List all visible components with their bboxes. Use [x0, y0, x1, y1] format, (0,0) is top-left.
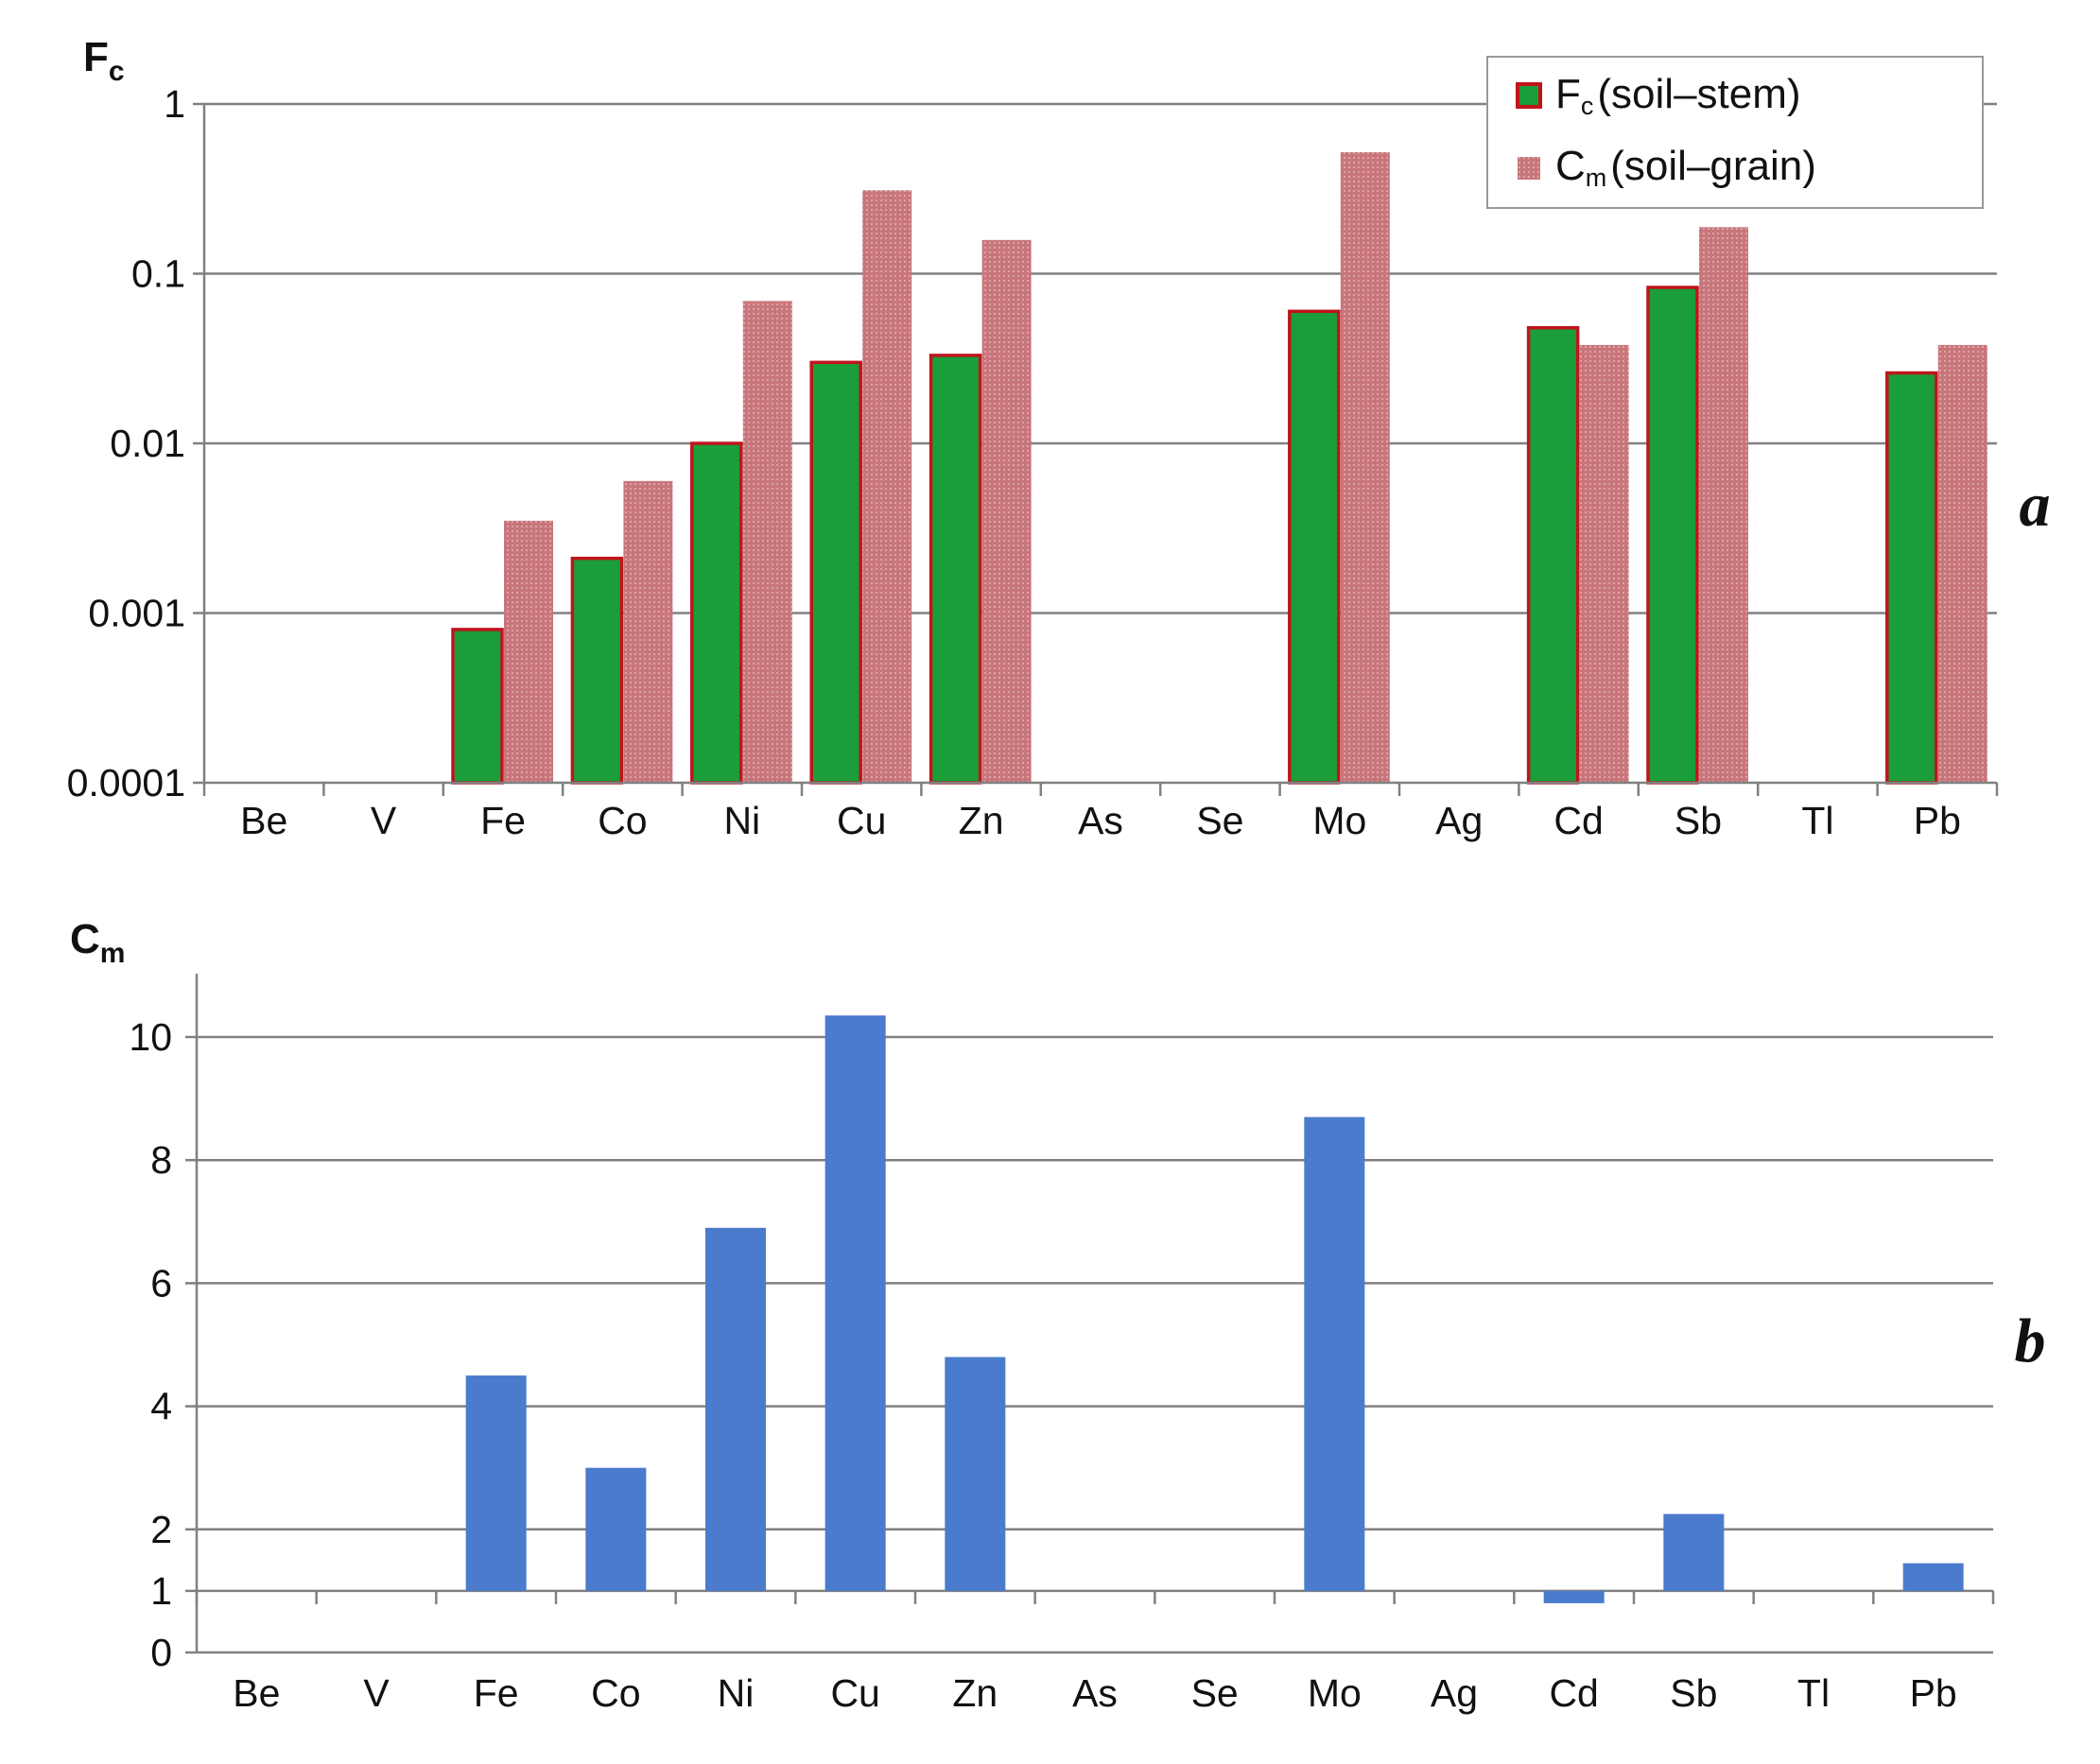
bar-fc-ni: [690, 441, 743, 785]
x-tick-label-mo: Mo: [1312, 799, 1366, 842]
y-tick-label: 6: [150, 1261, 172, 1305]
chart-b: 0 1 2 4 6 8 10 Be V Fe Co Ni Cu Zn As Se Mo Ag Cd Sb Tl Pb C…: [70, 916, 2046, 1715]
legend-label-fc: Fc(soil–stem): [1555, 71, 1801, 120]
bar-cm-mo: [1304, 1116, 1365, 1591]
bar-cm-fe: [465, 1375, 527, 1591]
y-tick-label: 0.001: [88, 592, 185, 635]
x-tick-label-co: Co: [598, 799, 647, 842]
x-tick-label-v: V: [371, 799, 397, 842]
x-tick-label-pb: Pb: [1914, 799, 1961, 842]
y-tick-label: 8: [150, 1138, 172, 1182]
bar-cm-co: [585, 1467, 647, 1591]
x-tick-label-ni: Ni: [723, 799, 760, 842]
bar-fc-sb: [1646, 285, 1699, 785]
x-tick-label-fe: Fe: [474, 1671, 519, 1715]
y-tick-label: 0: [150, 1631, 172, 1674]
legend-swatch-fc: [1516, 82, 1542, 109]
x-tick-label-as: As: [1078, 799, 1123, 842]
bar-fc-mo: [1288, 309, 1341, 785]
bar-cm-grain-zn: [981, 239, 1032, 783]
y-tick-label: 2: [150, 1508, 172, 1551]
bar-fc-pb: [1885, 371, 1938, 785]
x-tick-label-ag: Ag: [1435, 799, 1483, 842]
legend-box: [1486, 56, 1984, 209]
x-tick-label-be: Be: [233, 1671, 280, 1715]
chart-b-bars: [465, 1015, 1964, 1603]
x-tick-label-se: Se: [1196, 799, 1243, 842]
chart-b-axes: [185, 974, 1995, 1654]
bar-fc-zn: [929, 354, 982, 785]
bar-cm-grain-mo: [1340, 151, 1390, 783]
bar-fc-co: [570, 556, 624, 785]
x-tick-label-pb: Pb: [1910, 1671, 1957, 1715]
x-tick-label-tl: Tl: [1801, 799, 1833, 842]
x-tick-label-co: Co: [591, 1671, 640, 1715]
x-tick-label-cu: Cu: [830, 1671, 879, 1715]
bar-cm-zn: [945, 1357, 1006, 1591]
bar-cm-grain-cd: [1579, 344, 1629, 783]
x-tick-label-zn: Zn: [959, 799, 1004, 842]
y-tick-label: 0.0001: [67, 761, 185, 804]
chart-b-y-axis-label: Cm: [70, 916, 125, 969]
bar-cm-grain-pb: [1937, 344, 1987, 783]
bar-fc-cu: [809, 360, 862, 785]
chart-a-y-tick-labels: 0.0001 0.001 0.01 0.1 1: [67, 82, 185, 804]
x-tick-label-sb: Sb: [1675, 799, 1722, 842]
x-tick-label-cu: Cu: [837, 799, 886, 842]
bar-cm-sb: [1663, 1513, 1725, 1591]
y-tick-label: 10: [129, 1015, 172, 1059]
x-tick-label-mo: Mo: [1308, 1671, 1362, 1715]
legend-swatch-cm: [1518, 157, 1540, 180]
x-tick-label-v: V: [363, 1671, 390, 1715]
bar-cm-grain-sb: [1699, 227, 1748, 783]
y-tick-label: 0.1: [131, 252, 185, 296]
bar-cm-cd: [1543, 1590, 1605, 1603]
x-tick-label-ag: Ag: [1431, 1671, 1478, 1715]
x-tick-label-as: As: [1072, 1671, 1118, 1715]
y-tick-label: 1: [164, 82, 185, 126]
y-tick-label: 4: [150, 1385, 172, 1428]
x-tick-label-fe: Fe: [480, 799, 526, 842]
x-tick-label-tl: Tl: [1797, 1671, 1830, 1715]
chart-a-x-tick-labels: Be V Fe Co Ni Cu Zn As Se Mo Ag Cd Sb Tl Pb: [240, 799, 1961, 842]
bar-cm-ni: [705, 1227, 766, 1591]
bar-cm-pb: [1902, 1563, 1964, 1591]
bar-fc-fe: [451, 628, 504, 785]
panel-label-a: a: [2020, 471, 2051, 540]
legend-label-cm: Cm(soil–grain): [1555, 143, 1816, 192]
x-tick-label-sb: Sb: [1670, 1671, 1717, 1715]
bar-fc-cd: [1526, 325, 1580, 785]
y-tick-label: 0.01: [110, 422, 185, 465]
x-tick-label-cd: Cd: [1549, 1671, 1598, 1715]
y-tick-label: 1: [150, 1569, 172, 1613]
bar-cm-grain-ni: [742, 301, 792, 783]
bar-cm-grain-cu: [862, 190, 912, 783]
chart-a-axes: [193, 102, 1999, 796]
chart-a-bars: [451, 151, 1987, 785]
x-tick-label-ni: Ni: [718, 1671, 755, 1715]
chart-b-x-tick-labels: Be V Fe Co Ni Cu Zn As Se Mo Ag Cd Sb Tl Pb: [233, 1671, 1956, 1715]
chart-b-y-tick-labels: 0 1 2 4 6 8 10: [129, 1015, 172, 1674]
bar-cm-cu: [824, 1015, 886, 1591]
x-tick-label-be: Be: [240, 799, 287, 842]
x-tick-label-se: Se: [1191, 1671, 1239, 1715]
chart-a-y-axis-label: Fc: [83, 34, 125, 87]
x-tick-label-zn: Zn: [952, 1671, 998, 1715]
panel-label-b: b: [2015, 1306, 2046, 1375]
bar-cm-grain-co: [623, 480, 673, 783]
bar-cm-grain-fe: [504, 520, 553, 783]
chart-a-legend: Fc(soil–stem) Cm(soil–grain): [1486, 56, 1984, 209]
x-tick-label-cd: Cd: [1553, 799, 1603, 842]
chart-a: 0.0001 0.001 0.01 0.1 1 Be V Fe Co Ni Cu Zn As Se Mo A…: [67, 34, 2051, 842]
